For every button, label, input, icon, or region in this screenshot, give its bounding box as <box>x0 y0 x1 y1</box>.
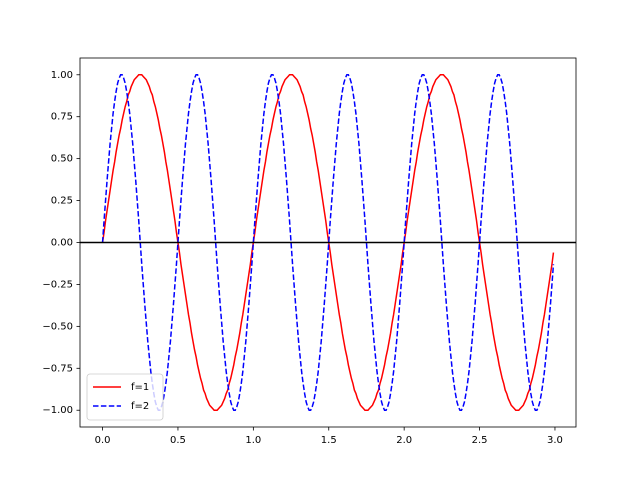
x-tick-label: 0.0 <box>95 435 111 446</box>
y-tick-label: 0.75 <box>51 112 73 123</box>
plot-frame <box>79 57 577 428</box>
y-tick-label: −1.00 <box>42 405 73 416</box>
series-line <box>101 74 555 411</box>
legend-label: f=1 <box>131 382 149 393</box>
y-tick-label: 0.00 <box>51 238 73 249</box>
y-tick-label: −0.75 <box>42 363 73 374</box>
x-tick-label: 1.5 <box>321 435 337 446</box>
x-tick-label: 0.5 <box>170 435 186 446</box>
x-tick-label: 3.0 <box>547 435 563 446</box>
x-tick-label: 2.0 <box>396 435 412 446</box>
y-tick-label: −0.25 <box>42 279 73 290</box>
x-tick-label: 1.0 <box>245 435 261 446</box>
legend-label: f=2 <box>131 401 149 412</box>
y-tick-label: 0.50 <box>51 154 73 165</box>
legend-box <box>86 373 164 421</box>
y-tick-label: 1.00 <box>51 70 73 81</box>
y-tick-label: −0.50 <box>42 321 73 332</box>
y-tick-label: 0.25 <box>51 196 73 207</box>
x-tick-label: 2.5 <box>472 435 488 446</box>
